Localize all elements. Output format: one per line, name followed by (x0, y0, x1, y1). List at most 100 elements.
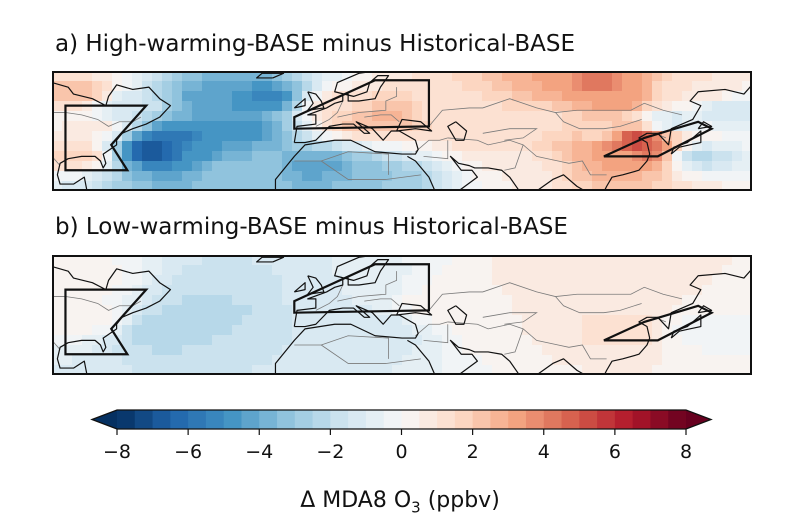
grid-cell (582, 325, 593, 336)
grid-cell (442, 71, 453, 82)
grid-cell (72, 71, 83, 82)
grid-cell (402, 325, 413, 336)
grid-cell (352, 121, 363, 132)
grid-cell (732, 161, 743, 172)
grid-cell (562, 111, 573, 122)
grid-cell (472, 345, 483, 356)
grid-cell (92, 295, 103, 306)
grid-cell (162, 255, 173, 266)
grid-cell (682, 275, 693, 286)
grid-cell (732, 355, 743, 366)
grid-cell (162, 325, 173, 336)
grid-cell (462, 255, 473, 266)
grid-cell (342, 345, 353, 356)
grid-cell (382, 265, 393, 276)
grid-cell (322, 101, 333, 112)
grid-cell (522, 365, 533, 375)
grid-cell (112, 81, 123, 92)
grid-cell (422, 91, 433, 102)
grid-cell (632, 255, 643, 266)
grid-cell (492, 325, 503, 336)
grid-cell (722, 265, 733, 276)
grid-cell (282, 181, 293, 191)
grid-cell (622, 181, 633, 191)
grid-cell (712, 365, 723, 375)
grid-cell (242, 285, 253, 296)
grid-cell (402, 255, 413, 266)
grid-cell (292, 101, 303, 112)
border-line (415, 321, 448, 337)
grid-cell (222, 285, 233, 296)
grid-cell (222, 131, 233, 142)
grid-cell (492, 91, 503, 102)
grid-cell (722, 335, 733, 346)
grid-cell (552, 131, 563, 142)
grid-cell (102, 81, 113, 92)
grid-cell (162, 171, 173, 182)
colorbar-segment (614, 410, 634, 429)
grid-cell (502, 315, 513, 326)
grid-cell (322, 355, 333, 366)
grid-cell (132, 171, 143, 182)
grid-cell (262, 121, 273, 132)
grid-cell (292, 151, 303, 162)
grid-cell (592, 131, 603, 142)
grid-cell (372, 335, 383, 346)
grid-cell (192, 295, 203, 306)
grid-cell (312, 181, 323, 191)
grid-cell (342, 111, 353, 122)
grid-cell (442, 355, 453, 366)
grid-cell (702, 255, 713, 266)
grid-cell (182, 265, 193, 276)
grid-cell (412, 101, 423, 112)
grid-cell (532, 255, 543, 266)
grid-cell (632, 285, 643, 296)
grid-cell (342, 295, 353, 306)
grid-cell (502, 141, 513, 152)
grid-cell (682, 305, 693, 316)
grid-cell (682, 265, 693, 276)
grid-cell (572, 285, 583, 296)
grid-cell (252, 345, 263, 356)
grid-cell (702, 111, 713, 122)
grid-cell (592, 81, 603, 92)
grid-cell (232, 275, 243, 286)
grid-cell (242, 305, 253, 316)
grid-cell (522, 295, 533, 306)
colorbar-segments (117, 410, 687, 429)
grid-cell (132, 305, 143, 316)
grid-cell (72, 305, 83, 316)
grid-cell (562, 335, 573, 346)
grid-cell (412, 255, 423, 266)
grid-cell (392, 91, 403, 102)
grid-cell (502, 365, 513, 375)
grid-cell (202, 171, 213, 182)
grid-cell (742, 131, 752, 142)
grid-cell (162, 131, 173, 142)
grid-cell (642, 355, 653, 366)
grid-cell (742, 295, 752, 306)
grid-cell (82, 141, 93, 152)
colorbar-segment (330, 410, 349, 429)
grid-cell (512, 365, 523, 375)
grid-cell (192, 275, 203, 286)
grid-cell (122, 171, 133, 182)
grid-cell (92, 265, 103, 276)
grid-cell (362, 141, 373, 152)
grid-cell (542, 255, 553, 266)
grid-cell (512, 91, 523, 102)
grid-cell (232, 171, 243, 182)
grid-cell (702, 141, 713, 152)
grid-cell (212, 131, 223, 142)
grid-cell (702, 355, 713, 366)
grid-cell (292, 335, 303, 346)
grid-cell (522, 121, 533, 132)
grid-cell (732, 141, 743, 152)
grid-cell (512, 265, 523, 276)
grid-cell (642, 365, 653, 375)
grid-cell (172, 171, 183, 182)
grid-cell (112, 171, 123, 182)
grid-cell (352, 365, 363, 375)
grid-cell (532, 345, 543, 356)
grid-cell (432, 81, 443, 92)
